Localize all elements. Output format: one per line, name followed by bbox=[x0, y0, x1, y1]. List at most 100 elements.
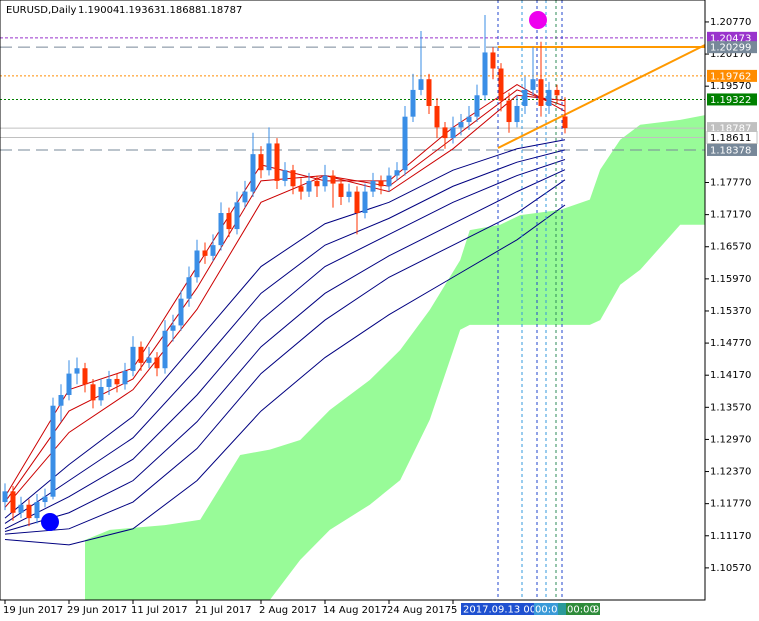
header: EURUSD,Daily 1.19004 1.19363 1.18688 1.1… bbox=[6, 5, 242, 16]
candle-body bbox=[234, 202, 240, 230]
candle-body bbox=[474, 95, 480, 117]
time-tag-box bbox=[558, 603, 566, 615]
y-tick-label: 1.12370 bbox=[710, 467, 751, 478]
level-label: 1.18378 bbox=[710, 145, 751, 156]
candle-body bbox=[242, 191, 248, 203]
candle-body bbox=[354, 191, 360, 214]
y-tick-label: 1.16570 bbox=[710, 242, 751, 253]
drawing-layer bbox=[497, 0, 706, 600]
candle-body bbox=[490, 52, 496, 69]
level-label: 1.18611 bbox=[710, 133, 751, 144]
y-tick-label: 1.15370 bbox=[710, 306, 751, 317]
candle-body bbox=[538, 79, 544, 106]
trend-line bbox=[497, 44, 706, 149]
close-value: 1.18787 bbox=[201, 5, 242, 16]
y-tick-label: 1.12970 bbox=[710, 434, 751, 445]
candle-body bbox=[202, 250, 208, 256]
candle-body bbox=[314, 180, 320, 187]
candle-body bbox=[10, 491, 16, 513]
y-tick-label: 1.20170 bbox=[710, 49, 751, 60]
candle-body bbox=[74, 368, 80, 374]
candle-body bbox=[42, 496, 48, 503]
candle-body bbox=[186, 277, 192, 299]
candle-body bbox=[114, 378, 120, 385]
moving-average bbox=[4, 204, 566, 546]
candle-body bbox=[282, 170, 288, 181]
cloud-layer bbox=[85, 115, 705, 600]
y-tick-label: 1.11170 bbox=[710, 531, 751, 542]
candle-body bbox=[330, 175, 336, 184]
x-tick-label: 19 Jun 2017 bbox=[3, 605, 63, 616]
y-tick-label: 1.11770 bbox=[710, 499, 751, 510]
y-tick-label: 1.20770 bbox=[710, 17, 751, 28]
y-tick-label: 1.15970 bbox=[710, 274, 751, 285]
candle-body bbox=[266, 143, 272, 171]
candle-body bbox=[418, 79, 424, 90]
candle-body bbox=[298, 186, 304, 192]
candle-body bbox=[458, 122, 464, 128]
level-label: 1.18787 bbox=[710, 124, 751, 135]
candle-body bbox=[482, 52, 488, 96]
level-label-box bbox=[707, 41, 757, 54]
y-tick-label: 1.17170 bbox=[710, 210, 751, 221]
candle-body bbox=[82, 368, 88, 385]
candle-body bbox=[426, 79, 432, 106]
candle-body bbox=[466, 116, 472, 123]
moving-average bbox=[4, 139, 566, 519]
x-tick-label: 24 Aug 2017 bbox=[387, 605, 451, 616]
level-label-box bbox=[707, 143, 757, 156]
chart-title: EURUSD,Daily bbox=[6, 5, 77, 16]
level-label-box bbox=[706, 131, 758, 145]
level-label: 1.20473 bbox=[710, 33, 751, 44]
candle-body bbox=[2, 491, 8, 503]
candle-body bbox=[162, 330, 168, 369]
level-layer bbox=[0, 37, 705, 151]
x-tick-label: 11 Jul 2017 bbox=[131, 605, 188, 616]
x-tick-label: 14 Aug 2017 bbox=[323, 605, 387, 616]
level-label-box bbox=[707, 69, 757, 82]
y-tick-label: 1.13570 bbox=[710, 402, 751, 413]
candle-body bbox=[274, 143, 280, 181]
level-label-box bbox=[707, 93, 757, 106]
moving-average bbox=[4, 169, 566, 532]
signal-dot bbox=[41, 513, 59, 531]
candle-body bbox=[522, 89, 528, 106]
candle-body bbox=[66, 373, 72, 396]
time-tags: 2017.09.13 00:00 00:00 2 00:00 9 bbox=[461, 603, 600, 616]
candle-body bbox=[386, 175, 392, 187]
cloud-area bbox=[85, 115, 705, 600]
level-label: 1.19322 bbox=[710, 95, 751, 106]
y-tick-label: 1.14770 bbox=[710, 338, 751, 349]
candle-body bbox=[122, 370, 128, 385]
candle-body bbox=[50, 405, 56, 497]
high-value: 1.19363 bbox=[119, 5, 160, 16]
candle-body bbox=[410, 89, 416, 117]
level-label-box bbox=[707, 122, 757, 135]
candle-body bbox=[26, 504, 32, 519]
x-tick-label: 2 Aug 2017 bbox=[259, 605, 317, 616]
candle-body bbox=[290, 170, 296, 187]
candle-body bbox=[370, 180, 376, 192]
candle-body bbox=[442, 127, 448, 139]
open-value: 1.19004 bbox=[78, 5, 119, 16]
candle-body bbox=[130, 346, 136, 371]
time-tag-box bbox=[534, 603, 558, 615]
candle-body bbox=[218, 213, 224, 246]
plot-frame bbox=[0, 0, 706, 601]
candle-body bbox=[98, 386, 104, 401]
time-tag: 2017.09.13 00:00 bbox=[463, 605, 552, 616]
signal-dot bbox=[529, 11, 547, 29]
candle-body bbox=[498, 68, 504, 101]
candle-body bbox=[506, 100, 512, 123]
candle-body bbox=[250, 154, 256, 192]
level-label-box bbox=[707, 31, 757, 44]
candle-body bbox=[514, 105, 520, 123]
y-tick-label: 1.14170 bbox=[710, 370, 751, 381]
y-tick-label: 1.10570 bbox=[710, 563, 751, 574]
candle-body bbox=[194, 250, 200, 278]
candle-body bbox=[138, 346, 144, 363]
candle-body bbox=[378, 180, 384, 187]
candle-body bbox=[146, 357, 152, 363]
time-tag-box bbox=[461, 603, 534, 615]
